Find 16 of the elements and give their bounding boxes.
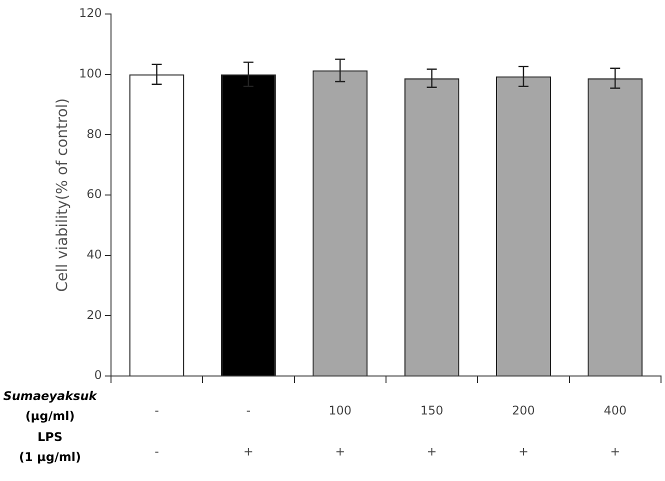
y-axis-title: Cell viability(% of control): [52, 98, 71, 292]
category-label: 400 +: [604, 404, 627, 459]
y-tick-label: 60: [86, 187, 102, 202]
text: Sumaeyaksuk (μg/ml): [3, 389, 98, 424]
category-label: 200 +: [512, 404, 535, 459]
y-tick-label: 20: [86, 308, 102, 322]
category-label: - +: [243, 404, 254, 459]
y-tick-label: 120: [79, 6, 102, 20]
category-label: 150 +: [420, 404, 444, 459]
category-label: 100 +: [328, 404, 352, 459]
text: LPS (1 μg/ml): [19, 430, 81, 464]
y-tick-label: 0: [94, 368, 102, 382]
y-tick-label: 40: [86, 247, 102, 262]
y-tick-label: 100: [79, 66, 102, 80]
category-label: - -: [154, 404, 159, 459]
y-tick-label: 80: [86, 126, 102, 141]
